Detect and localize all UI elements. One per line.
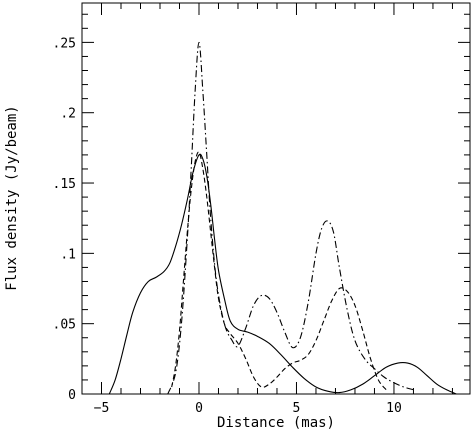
series-line-dash-dot xyxy=(167,41,414,395)
y-tick-label: .15 xyxy=(53,177,76,192)
x-tick-label: 5 xyxy=(293,401,301,416)
axis-ticks xyxy=(81,3,470,395)
x-tick-label: 0 xyxy=(195,401,203,416)
x-tick-label: −5 xyxy=(94,401,110,416)
y-tick-label: .25 xyxy=(53,36,76,51)
y-tick-label: .1 xyxy=(60,247,76,262)
series-line-solid xyxy=(108,153,457,395)
y-tick-label: .05 xyxy=(53,318,76,333)
y-tick-label: .2 xyxy=(60,107,76,122)
y-tick-label: 0 xyxy=(68,388,76,403)
axis-tick-labels: −5 0 5 10 0 .05 .1 .15 .2 .25 xyxy=(53,36,402,416)
series-layer xyxy=(108,41,457,395)
series-line-dashed xyxy=(171,151,387,391)
x-tick-label: 10 xyxy=(386,401,402,416)
plot-frame xyxy=(81,2,471,395)
x-axis-label: Distance (mas) xyxy=(217,415,335,431)
y-axis-label: Flux density (Jy/beam) xyxy=(4,105,20,290)
